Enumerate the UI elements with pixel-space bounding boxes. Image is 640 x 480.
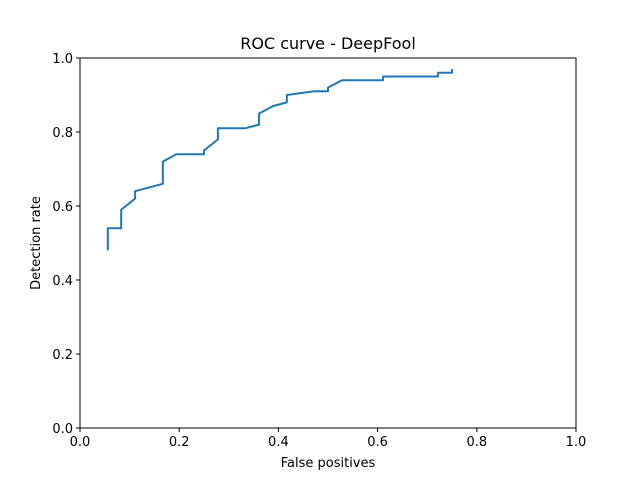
chart-title: ROC curve - DeepFool bbox=[240, 34, 416, 53]
x-tick-label: 1.0 bbox=[566, 435, 587, 450]
x-tick-label: 0.0 bbox=[70, 435, 91, 450]
x-tick-label: 0.8 bbox=[466, 435, 487, 450]
x-tick-label: 0.6 bbox=[367, 435, 388, 450]
y-tick-label: 0.4 bbox=[52, 274, 73, 289]
y-tick-label: 0.2 bbox=[52, 348, 73, 363]
x-tick-label: 0.2 bbox=[169, 435, 190, 450]
y-tick-label: 0.6 bbox=[52, 200, 73, 215]
y-tick-label: 0.8 bbox=[52, 126, 73, 141]
y-tick-label: 0.0 bbox=[52, 422, 73, 437]
roc-line-series-0 bbox=[106, 69, 453, 251]
y-axis: 0.0 0.2 0.4 0.6 0.8 1.0 bbox=[52, 52, 80, 437]
x-axis: 0.0 0.2 0.4 0.6 0.8 1.0 bbox=[70, 428, 587, 450]
plot-area bbox=[106, 69, 453, 251]
y-axis-label: Detection rate bbox=[29, 196, 44, 290]
x-tick-label: 0.4 bbox=[268, 435, 289, 450]
y-tick-label: 1.0 bbox=[52, 52, 73, 67]
x-axis-label: False positives bbox=[281, 456, 376, 471]
axes-frame bbox=[79, 57, 577, 429]
